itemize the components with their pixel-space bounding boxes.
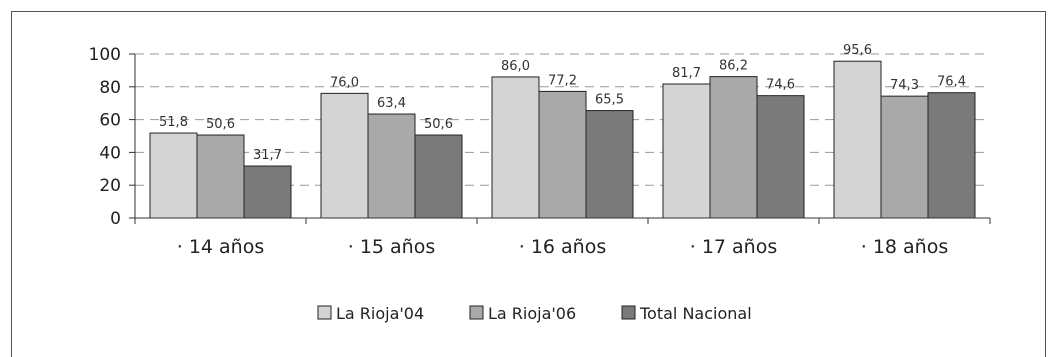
x-tick-label: · 14 años (177, 236, 265, 258)
chart-frame (11, 11, 1046, 357)
x-tick-label: · 16 años (519, 236, 607, 258)
bar (367, 113, 416, 219)
legend-label: La Rioja'04 (336, 304, 424, 323)
data-label: 77,2 (548, 73, 577, 88)
data-label: 50,6 (206, 117, 235, 132)
legend-label: Total Nacional (639, 304, 752, 323)
data-labels: 51,8 50,6 31,7 76,0 63,4 50,6 86,0 77,2 65,5 81,7… (159, 43, 966, 163)
bar (243, 165, 292, 219)
data-label: 51,8 (159, 115, 188, 130)
x-tick-label: · 15 años (348, 236, 436, 258)
bar (491, 76, 540, 219)
y-tick-label: 0 (110, 209, 121, 229)
data-label: 86,0 (501, 59, 530, 74)
data-label: 76,4 (937, 75, 966, 90)
bar (414, 134, 463, 219)
y-tick-label: 100 (89, 45, 121, 65)
legend-label: La Rioja'06 (488, 304, 576, 323)
bar (756, 95, 805, 219)
bar (880, 95, 929, 219)
axes: 0 20 40 60 80 100 · 14 años · 15 años · 16 años ·… (89, 45, 991, 258)
bar (538, 90, 587, 219)
bar (927, 92, 976, 219)
x-tick-label: · 17 años (690, 236, 778, 258)
y-tick-label: 20 (99, 176, 121, 196)
y-tick-label: 60 (99, 111, 121, 131)
legend-swatch (469, 305, 484, 320)
x-tick-label: · 18 años (861, 236, 949, 258)
data-label: 86,2 (719, 59, 748, 74)
data-label: 65,5 (595, 93, 624, 108)
bar (662, 83, 711, 219)
data-label: 50,6 (424, 117, 453, 132)
data-label: 95,6 (843, 43, 872, 58)
legend: La Rioja'04 La Rioja'06 Total Nacional (317, 304, 752, 323)
data-label: 74,6 (766, 78, 795, 93)
data-label: 63,4 (377, 96, 406, 111)
data-label: 74,3 (890, 78, 919, 93)
legend-swatch (317, 305, 332, 320)
bar (196, 134, 245, 219)
y-tick-label: 40 (99, 143, 121, 163)
bar (833, 60, 882, 219)
data-label: 76,0 (330, 75, 359, 90)
bar (320, 92, 369, 219)
bar (585, 110, 634, 219)
bar (149, 132, 198, 219)
data-label: 81,7 (672, 66, 701, 81)
bars (149, 60, 976, 219)
bar (709, 76, 758, 219)
legend-swatch (621, 305, 636, 320)
y-tick-label: 80 (99, 78, 121, 98)
data-label: 31,7 (253, 148, 282, 163)
